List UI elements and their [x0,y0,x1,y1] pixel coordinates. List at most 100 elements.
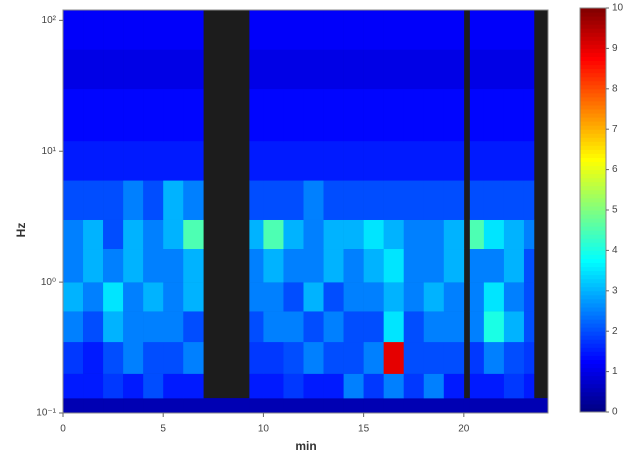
plot-frame [62,9,549,414]
colorbar-segment [580,363,606,369]
heatmap-cell [363,219,384,250]
heatmap-cell [183,248,204,283]
heatmap-cell [383,140,405,181]
colorbar-segment [580,226,606,231]
heatmap-cell [323,88,344,142]
colorbar-segment [580,266,606,272]
colorbar-segment [580,323,606,328]
heatmap-cell [103,248,124,283]
heatmap-cell [143,311,164,343]
heatmap-cell [283,219,304,250]
heatmap-cell [163,140,184,181]
colorbar-segment [580,145,606,150]
heatmap-cell [423,311,445,343]
colorbar-segment [580,88,606,94]
colorbar-segment [580,367,606,373]
heatmap-cell [143,248,164,283]
heatmap-cell [303,311,324,343]
colorbar-segment [580,157,606,163]
heatmap-cell [403,180,425,220]
heatmap-cell [523,180,535,220]
x-tick-label: 15 [358,424,370,435]
heatmap-cell [343,10,364,50]
heatmap-cell [163,398,184,414]
heatmap-cell [143,282,164,312]
heatmap-cell [303,88,324,142]
heatmap-cell [103,341,124,374]
heatmap-cell [283,373,304,399]
colorbar-segment [580,113,606,118]
heatmap-cell [123,180,144,220]
heatmap-cell [403,311,425,343]
heatmap-cell [363,311,384,343]
colorbar-segment [580,302,606,308]
heatmap-cell [503,140,525,181]
heatmap-cell [343,180,364,220]
heatmap-cell [523,373,535,399]
colorbar-segment [580,109,606,114]
heatmap-cell [283,248,304,283]
colorbar-segment [580,335,606,340]
colorbar-segment [580,383,606,389]
heatmap-cell [283,49,304,90]
heatmap-cell [343,373,364,399]
colorbar-segment [580,48,606,53]
heatmap-cell [403,282,425,312]
colorbar-segment [580,80,606,86]
heatmap-cell [63,373,84,399]
colorbar-segment [580,52,606,57]
heatmap-cell [323,341,344,374]
heatmap-cell [403,373,425,399]
heatmap-cell [443,341,465,374]
heatmap-cell [63,140,84,181]
heatmap-cell [443,398,465,414]
heatmap-cell [323,373,344,399]
heatmap-cell [183,373,204,399]
x-tick-label: 5 [160,424,166,435]
colorbar-segment [580,56,606,62]
heatmap-cell [343,219,364,250]
heatmap-cell [423,219,445,250]
colorbar-tick-label: 8 [612,83,618,94]
heatmap-cell [343,311,364,343]
colorbar-segment [580,24,606,29]
heatmap-cell [303,10,324,50]
heatmap-cell [323,49,344,90]
heatmap-cell [469,373,485,399]
heatmap-cell [469,248,485,283]
y-tick-label: 10¹ [42,146,57,157]
heatmap-cell [503,282,525,312]
heatmap-cell [283,88,304,142]
colorbar-segment [580,258,606,264]
heatmap-cell [83,282,104,312]
heatmap-cell [83,373,104,399]
colorbar-tick-label: 9 [612,43,618,54]
heatmap-cell [249,373,264,399]
heatmap-cell [283,311,304,343]
colorbar-segment [580,351,606,356]
colorbar-segment [580,8,606,13]
heatmap-cell [283,180,304,220]
heatmap-cell [483,140,505,181]
colorbar-segment [580,319,606,324]
colorbar-segment [580,278,606,284]
heatmap-cell [143,10,164,50]
colorbar-segment [580,64,606,70]
heatmap-cell [383,398,405,414]
colorbar-segment [580,254,606,259]
colorbar-segment [580,315,606,320]
heatmap-cell [483,282,505,312]
colorbar-tick-label: 4 [612,245,618,256]
heatmap-cell [443,311,465,343]
heatmap-cell [83,398,104,414]
x-tick-label: 20 [458,424,470,435]
heatmap-cell [249,49,264,90]
colorbar-segment [580,230,606,235]
heatmap-cell [383,10,405,50]
heatmap-cell [363,49,384,90]
colorbar-segment [580,387,606,393]
heatmap-cell [183,398,204,414]
heatmap-cell [163,88,184,142]
heatmap-cell [123,248,144,283]
